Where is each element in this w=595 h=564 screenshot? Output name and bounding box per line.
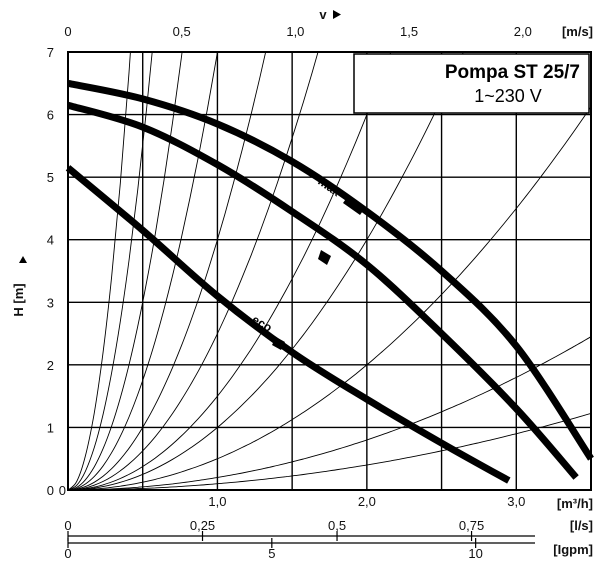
ls-axis-tick-label: 0,75 <box>459 518 484 533</box>
igpm-axis-tick-label: 0 <box>64 546 71 561</box>
mid-marker-icon <box>318 250 331 265</box>
system-curve <box>68 52 319 490</box>
y-tick-label: 6 <box>47 108 54 123</box>
y-tick-label: 7 <box>47 45 54 60</box>
top-axis-unit: [m/s] <box>562 24 593 39</box>
top-axis-ticks: 0 0,5 1,0 1,5 2,0 <box>64 24 531 39</box>
y-tick-label: 1 <box>47 420 54 435</box>
y-tick-label: 2 <box>47 358 54 373</box>
top-tick-label: 0 <box>64 24 71 39</box>
x-tick-label: 2,0 <box>358 494 376 509</box>
title-box: Pompa ST 25/7 1~230 V <box>353 53 590 114</box>
y-tick-label: 5 <box>47 170 54 185</box>
plot-frame <box>67 51 592 491</box>
system-curve <box>68 336 591 490</box>
x-axis-unit: [m³/h] <box>557 496 593 511</box>
igpm-axis-tick-label: 5 <box>268 546 275 561</box>
x-tick-label: 0 <box>59 483 66 498</box>
eco-label: eco <box>250 312 275 334</box>
top-axis-arrow-icon <box>333 10 341 19</box>
chart-title: Pompa ST 25/7 <box>445 62 580 83</box>
chart-subtitle: 1~230 V <box>474 86 542 106</box>
igpm-axis: 0 5 10 <box>64 538 535 561</box>
system-curve <box>68 52 464 490</box>
system-curve <box>68 106 591 490</box>
top-tick-label: 0,5 <box>173 24 191 39</box>
igpm-axis-tick-label: 10 <box>468 546 482 561</box>
y-axis-label: H [m] <box>11 283 26 316</box>
series-line-eco <box>65 165 511 484</box>
igpm-axis-unit: [Igpm] <box>553 542 593 557</box>
ls-axis: 00,250,50,751,0 <box>64 518 535 541</box>
ls-axis-tick-label: 0,25 <box>190 518 215 533</box>
max-marker-icon <box>343 196 365 215</box>
series-line-curve-2 <box>67 101 579 480</box>
y-tick-label: 4 <box>47 233 54 248</box>
y-axis-ticks: 0 1 2 3 4 5 6 7 <box>47 45 54 498</box>
system-curve <box>68 52 267 490</box>
curve-label-eco: eco <box>250 312 275 334</box>
system-curves <box>68 52 591 490</box>
top-tick-label: 1,5 <box>400 24 418 39</box>
top-tick-label: 2,0 <box>514 24 532 39</box>
system-curve <box>68 52 218 490</box>
ls-axis-tick-label: 0,5 <box>328 518 346 533</box>
top-tick-label: 1,0 <box>286 24 304 39</box>
grid <box>68 51 592 490</box>
x-tick-label: 3,0 <box>507 494 525 509</box>
y-tick-label: 0 <box>47 483 54 498</box>
y-axis-arrow-icon <box>19 256 27 263</box>
x-axis-ticks: 0 1,0 2,0 3,0 <box>59 483 526 509</box>
system-curve <box>68 412 591 490</box>
eco-marker-icon <box>272 337 285 350</box>
top-axis-label: v <box>319 7 327 22</box>
x-tick-label: 1,0 <box>208 494 226 509</box>
system-curve <box>68 52 392 490</box>
ls-axis-tick-label: 0 <box>64 518 71 533</box>
ls-axis-unit: [l/s] <box>570 518 593 533</box>
y-tick-label: 3 <box>47 295 54 310</box>
